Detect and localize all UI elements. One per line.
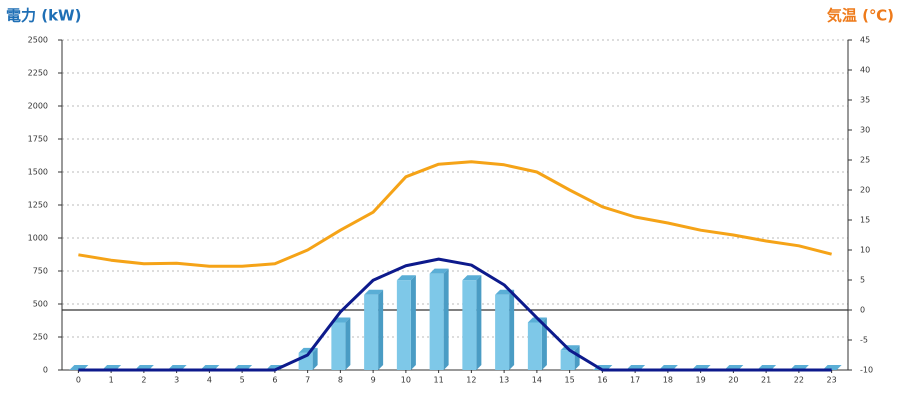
bar xyxy=(429,273,444,370)
bar xyxy=(364,294,379,370)
y2-tick-label: 20 xyxy=(860,186,870,195)
y2-tick-label: 10 xyxy=(860,246,870,255)
y2-tick-label: -5 xyxy=(860,336,868,345)
y-tick-label: 1000 xyxy=(28,234,48,243)
bar-side xyxy=(378,289,384,370)
x-tick-label: 20 xyxy=(728,376,738,385)
x-tick-label: 23 xyxy=(827,376,837,385)
bar-side xyxy=(345,317,351,370)
bar-side xyxy=(443,268,449,370)
x-tick-label: 16 xyxy=(597,376,607,385)
y-axis-title: 電力 (kW) xyxy=(6,7,81,25)
bar-top xyxy=(364,289,384,295)
bar-side xyxy=(312,347,318,370)
x-tick-label: 22 xyxy=(794,376,804,385)
x-tick-label: 21 xyxy=(761,376,771,385)
bar-top xyxy=(429,268,449,274)
bar-side xyxy=(410,275,416,370)
y2-axis-title: 気温 (℃) xyxy=(827,7,894,25)
y2-tick-label: -10 xyxy=(860,366,873,375)
y2-tick-label: 45 xyxy=(860,36,870,45)
y-tick-label: 750 xyxy=(33,267,48,276)
y2-tick-label: 15 xyxy=(860,216,870,225)
y2-tick-label: 35 xyxy=(860,96,870,105)
x-tick-label: 4 xyxy=(207,376,212,385)
bar-top xyxy=(462,275,482,281)
bar xyxy=(527,322,542,370)
x-tick-label: 0 xyxy=(76,376,81,385)
x-tick-label: 5 xyxy=(240,376,245,385)
bar-side xyxy=(574,345,580,370)
line xyxy=(78,257,832,372)
bar xyxy=(560,350,575,370)
x-tick-label: 8 xyxy=(338,376,343,385)
y-tick-label: 2250 xyxy=(28,69,48,78)
y-tick-label: 1750 xyxy=(28,135,48,144)
y-tick-label: 500 xyxy=(33,300,48,309)
y2-tick-label: 5 xyxy=(860,276,865,285)
y-tick-label: 0 xyxy=(43,366,48,375)
bar xyxy=(462,280,477,370)
bar-top xyxy=(396,275,416,281)
bar xyxy=(495,294,510,370)
y2-tick-label: 0 xyxy=(860,306,865,315)
y-tick-label: 250 xyxy=(33,333,48,342)
x-tick-label: 6 xyxy=(272,376,277,385)
x-tick-label: 13 xyxy=(499,376,509,385)
x-tick-label: 7 xyxy=(305,376,310,385)
bar-side xyxy=(476,275,482,370)
x-tick-label: 11 xyxy=(434,376,444,385)
y-tick-label: 2000 xyxy=(28,102,48,111)
x-tick-label: 18 xyxy=(663,376,673,385)
y-tick-label: 2500 xyxy=(28,36,48,45)
bar-side xyxy=(509,289,515,370)
y-tick-label: 1250 xyxy=(28,201,48,210)
x-tick-label: 17 xyxy=(630,376,640,385)
x-tick-label: 2 xyxy=(141,376,146,385)
x-tick-label: 15 xyxy=(565,376,575,385)
x-tick-label: 12 xyxy=(466,376,476,385)
y2-tick-label: 25 xyxy=(860,156,870,165)
x-tick-label: 1 xyxy=(109,376,114,385)
x-tick-label: 19 xyxy=(696,376,706,385)
line xyxy=(78,160,832,268)
y-tick-label: 1500 xyxy=(28,168,48,177)
y2-tick-label: 30 xyxy=(860,126,870,135)
x-tick-label: 3 xyxy=(174,376,179,385)
x-tick-label: 10 xyxy=(401,376,411,385)
x-tick-label: 9 xyxy=(371,376,376,385)
x-tick-label: 14 xyxy=(532,376,542,385)
bar xyxy=(331,322,346,370)
bar-side xyxy=(541,317,547,370)
bar xyxy=(396,280,411,370)
y2-tick-label: 40 xyxy=(860,66,870,75)
